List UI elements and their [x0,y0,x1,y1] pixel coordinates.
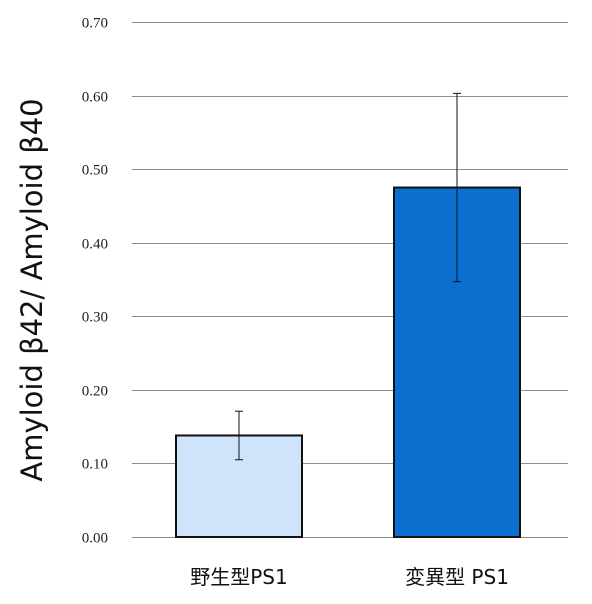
x-category-label: 変異型 PS1 [405,565,509,589]
y-tick-label: 0.70 [82,16,108,32]
bars [176,188,520,537]
x-category-label: 野生型PS1 [190,565,287,589]
y-tick-label: 0.00 [82,531,108,547]
y-tick-label: 0.20 [82,384,108,400]
y-axis-ticks: 0.00 0.10 0.20 0.30 0.40 0.50 0.60 0.70 [82,16,108,547]
y-tick-label: 0.30 [82,310,108,326]
y-tick-label: 0.60 [82,90,108,106]
x-axis-categories: 野生型PS1 変異型 PS1 [190,565,509,589]
y-tick-label: 0.40 [82,237,108,253]
y-tick-label: 0.50 [82,163,108,179]
y-tick-label: 0.10 [82,457,108,473]
y-axis-title: Amyloid β42/ Amyloid β40 [15,98,49,481]
